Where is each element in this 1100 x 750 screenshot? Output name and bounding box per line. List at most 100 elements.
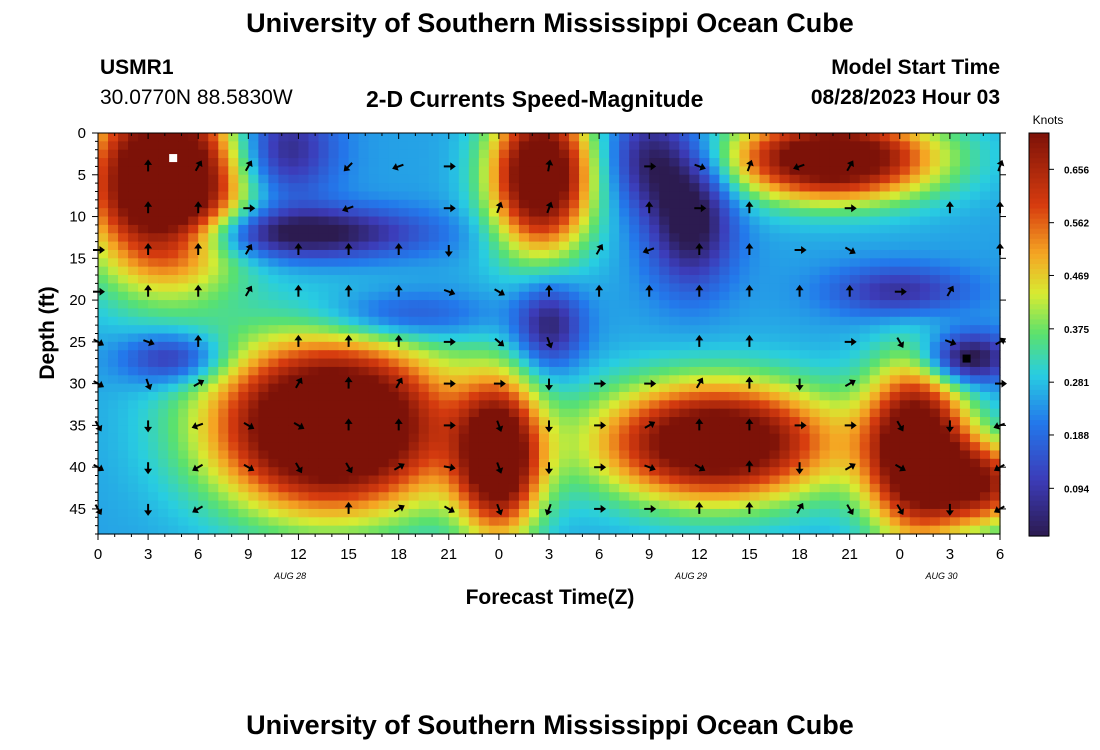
heatmap-cell [218, 283, 229, 293]
heatmap-cell [589, 500, 600, 510]
heatmap-cell [929, 433, 941, 443]
current-arrow-head [698, 464, 706, 472]
heatmap-cell [528, 183, 540, 193]
heatmap-cell [528, 458, 540, 468]
heatmap-cell [178, 158, 189, 168]
heatmap-cell [819, 149, 831, 159]
heatmap-cell [468, 500, 480, 510]
heatmap-cell [709, 425, 720, 435]
heatmap-cell [619, 417, 630, 426]
heatmap-cell [829, 333, 841, 343]
heatmap-cell [208, 208, 219, 218]
x-tick-label: 3 [144, 546, 152, 563]
heatmap-cell [939, 450, 951, 460]
heatmap-cell [949, 283, 961, 293]
heatmap-cell [699, 216, 710, 226]
heatmap-cell [939, 208, 951, 218]
heatmap-cell [549, 417, 560, 426]
heatmap-cell [729, 258, 741, 268]
heatmap-cell [719, 508, 730, 518]
heatmap-cell [188, 141, 199, 151]
heatmap-cell [258, 249, 269, 259]
heatmap-cell [98, 183, 109, 193]
heatmap-cell [368, 316, 380, 326]
heatmap-cell [849, 333, 861, 343]
heatmap-cell [589, 350, 600, 360]
heatmap-cell [669, 350, 680, 360]
heatmap-cell [989, 166, 1001, 176]
heatmap-cell [358, 141, 370, 151]
heatmap-cell [629, 224, 640, 234]
current-arrow-head [695, 334, 704, 341]
heatmap-cell [188, 350, 199, 360]
heatmap-cell [178, 358, 189, 368]
heatmap-cell [128, 517, 139, 527]
heatmap-cell [889, 191, 901, 201]
heatmap-cell [899, 166, 911, 176]
heatmap-cell [799, 241, 811, 251]
heatmap-cell [478, 199, 490, 209]
heatmap-cell [929, 475, 941, 485]
heatmap-cell [749, 208, 761, 218]
heatmap-cell [378, 475, 390, 485]
heatmap-cell [639, 500, 650, 510]
heatmap-cell [559, 241, 570, 251]
heatmap-cell [198, 233, 209, 243]
heatmap-cell [799, 417, 811, 426]
heatmap-cell [268, 166, 279, 176]
heatmap-cell [538, 391, 550, 401]
heatmap-cell [538, 325, 550, 335]
heatmap-cell [308, 366, 320, 376]
heatmap-cell [308, 266, 320, 276]
heatmap-cell [218, 458, 229, 468]
heatmap-cell [308, 300, 320, 310]
heatmap-cell [609, 358, 620, 368]
heatmap-cell [549, 458, 560, 468]
heatmap-cell [448, 141, 460, 151]
heatmap-cell [639, 174, 650, 184]
heatmap-cell [889, 233, 901, 243]
heatmap-cell [288, 183, 300, 193]
heatmap-cell [368, 325, 380, 335]
heatmap-cell [839, 391, 851, 401]
heatmap-cell [599, 158, 610, 168]
x-tick-label: 15 [340, 546, 357, 563]
heatmap-cell [428, 508, 440, 518]
heatmap-cell [679, 158, 690, 168]
heatmap-cell [338, 208, 350, 218]
heatmap-cell [879, 166, 891, 176]
heatmap-cell [328, 333, 340, 343]
heatmap-cell [939, 333, 951, 343]
heatmap-cell [709, 141, 720, 151]
heatmap-cell [428, 358, 440, 368]
heatmap-cell [108, 300, 119, 310]
heatmap-cell [448, 316, 460, 326]
heatmap-cell [378, 500, 390, 510]
heatmap-cell [418, 283, 430, 293]
heatmap-cell [478, 350, 490, 360]
heatmap-cell [178, 333, 189, 343]
heatmap-cell [148, 325, 159, 335]
heatmap-cell [859, 366, 871, 376]
heatmap-cell [609, 266, 620, 276]
heatmap-cell [819, 158, 831, 168]
heatmap-cell [749, 358, 761, 368]
heatmap-cell [308, 375, 320, 385]
heatmap-cell [659, 358, 670, 368]
heatmap-cell [208, 375, 219, 385]
heatmap-cell [809, 391, 821, 401]
heatmap-cell [779, 258, 791, 268]
heatmap-cell [579, 166, 590, 176]
heatmap-cell [488, 308, 500, 318]
heatmap-cell [639, 208, 650, 218]
heatmap-cell [508, 492, 520, 502]
heatmap-cell [238, 149, 249, 159]
heatmap-cell [208, 266, 219, 276]
heatmap-cell [899, 241, 911, 251]
heatmap-cell [428, 366, 440, 376]
current-arrow-head [642, 246, 650, 255]
heatmap-cell [358, 224, 370, 234]
heatmap-cell [198, 391, 209, 401]
heatmap-cell [869, 149, 881, 159]
heatmap-cell [118, 208, 129, 218]
